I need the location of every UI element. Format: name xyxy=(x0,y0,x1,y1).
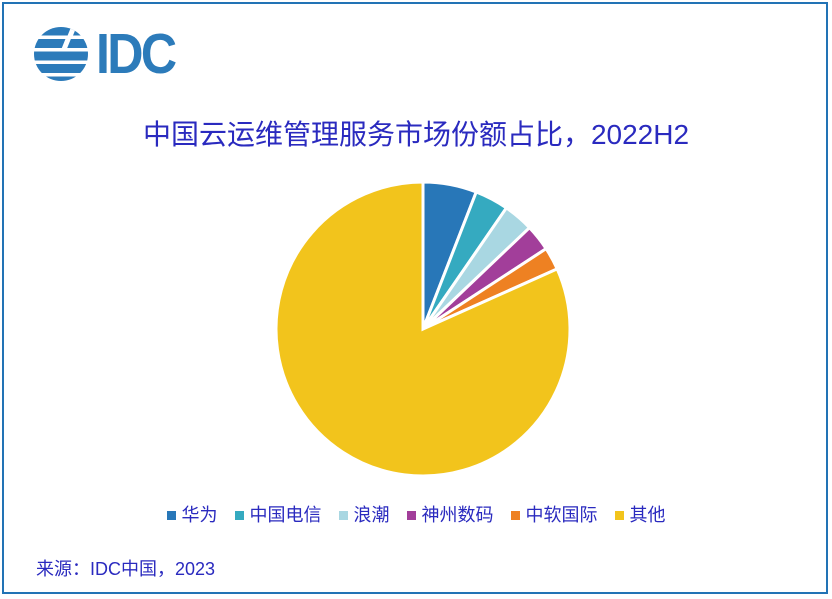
legend-swatch-icon xyxy=(510,510,520,520)
pie-slice-其他 xyxy=(274,180,572,478)
legend-item-其他: 其他 xyxy=(614,501,666,527)
legend-label: 神州数码 xyxy=(421,505,494,525)
chart-legend: 华为 中国电信 浪潮 神州数码 中软国际 其他 xyxy=(0,501,832,527)
source-note: 来源：IDC中国，2023 xyxy=(36,559,216,579)
legend-label: 中国电信 xyxy=(249,505,322,525)
legend-item-华为: 华为 xyxy=(166,501,218,527)
idc-logo-text: IDC xyxy=(96,22,177,86)
idc-globe-icon xyxy=(34,27,88,81)
legend-item-神州数码: 神州数码 xyxy=(406,501,494,527)
legend-swatch-icon xyxy=(234,510,244,520)
pie-chart-svg xyxy=(274,180,572,478)
legend-item-中软国际: 中软国际 xyxy=(510,501,598,527)
legend-swatch-icon xyxy=(338,510,348,520)
legend-item-浪潮: 浪潮 xyxy=(338,501,390,527)
legend-swatch-icon xyxy=(614,510,624,520)
legend-swatch-icon xyxy=(406,510,416,520)
legend-label: 华为 xyxy=(181,505,218,525)
legend-swatch-icon xyxy=(166,510,176,520)
legend-label: 浪潮 xyxy=(353,505,390,525)
chart-title: 中国云运维管理服务市场份额占比，2022H2 xyxy=(142,119,690,150)
idc-logo: IDC xyxy=(33,22,185,86)
legend-label: 其他 xyxy=(629,505,666,525)
legend-item-中国电信: 中国电信 xyxy=(234,501,322,527)
legend-label: 中软国际 xyxy=(525,505,598,525)
pie-chart xyxy=(273,179,573,479)
